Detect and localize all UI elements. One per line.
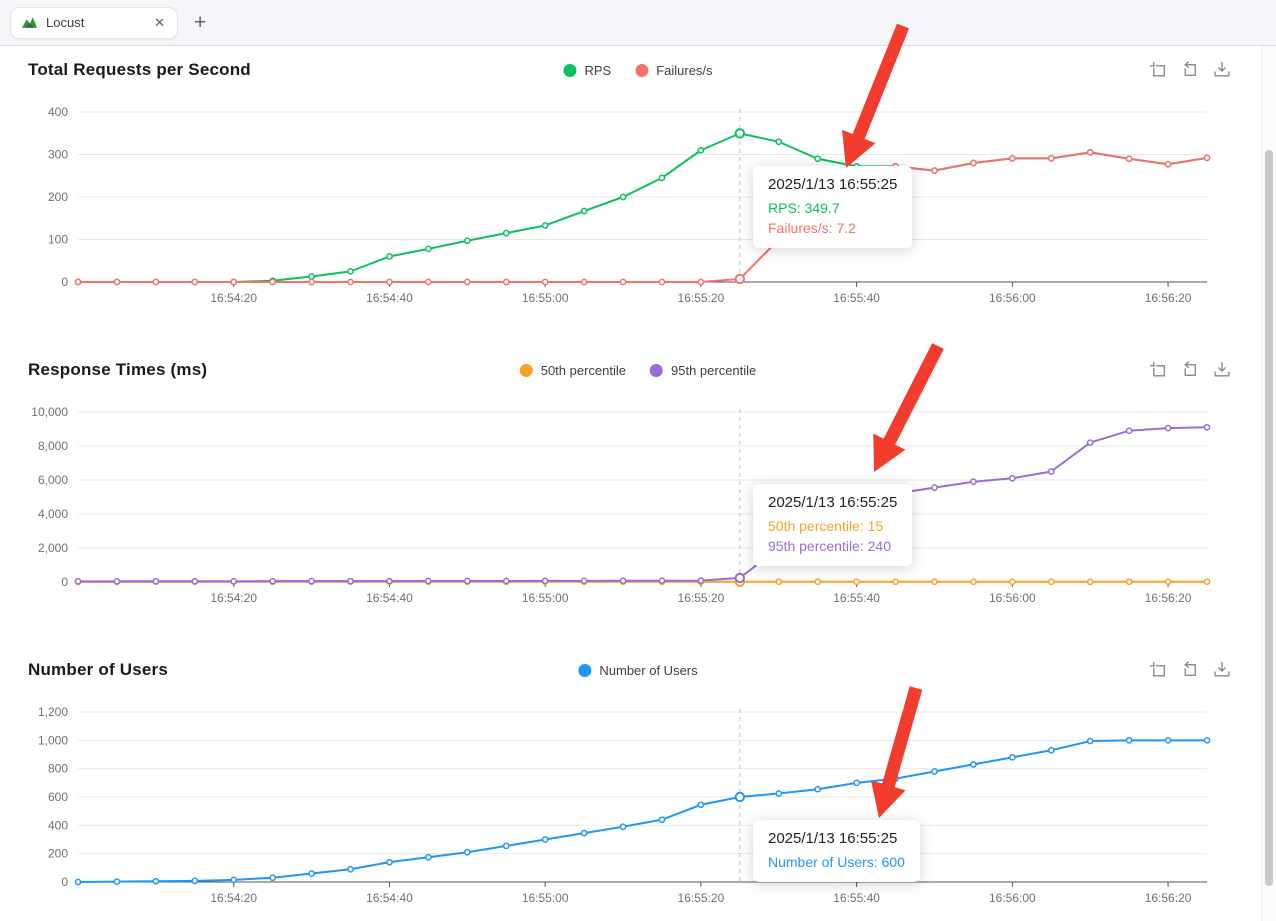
chart-tooltip: 2025/1/13 16:55:25 50th percentile: 15 9… — [753, 484, 913, 566]
tooltip-row: 50th percentile: 15 — [768, 518, 884, 534]
chart-legend: 50th percentile 95th percentile — [519, 363, 756, 378]
svg-text:800: 800 — [48, 762, 68, 776]
users-chart-canvas[interactable]: 0 200 400 600 800 1,000 1,200 16:54:20 16:54:40 1… — [0, 702, 1256, 914]
legend-item-users[interactable]: Number of Users — [578, 663, 698, 678]
restore-icon[interactable] — [1180, 361, 1200, 381]
box-zoom-select-icon[interactable] — [1148, 361, 1168, 381]
legend-item-failures[interactable]: Failures/s — [635, 63, 713, 78]
rps-chart-canvas[interactable]: 0 100 200 300 400 16:54:20 16:54:40 16:55:00 16:… — [0, 102, 1256, 314]
page-title-users: Number of Users — [28, 660, 168, 679]
tooltip-row: 95th percentile: 240 — [768, 538, 891, 554]
locust-logo-icon — [21, 17, 38, 28]
chart-toolbox — [1148, 361, 1232, 381]
users-chart-section: Number of Users Number of Users 0 200 400 6… — [0, 646, 1276, 921]
svg-text:1,000: 1,000 — [38, 733, 68, 747]
svg-text:16:55:00: 16:55:00 — [522, 291, 569, 305]
svg-text:16:55:20: 16:55:20 — [678, 291, 725, 305]
chart-legend: Number of Users — [578, 663, 698, 678]
tooltip-date: 2025/1/13 16:55:25 — [768, 494, 898, 511]
svg-text:16:54:40: 16:54:40 — [366, 591, 413, 605]
tooltip-date: 2025/1/13 16:55:25 — [768, 176, 898, 193]
restore-icon[interactable] — [1180, 61, 1200, 81]
svg-text:16:54:40: 16:54:40 — [366, 891, 413, 905]
save-image-icon[interactable] — [1212, 61, 1232, 81]
restore-icon[interactable] — [1180, 661, 1200, 681]
svg-text:16:56:20: 16:56:20 — [1145, 591, 1192, 605]
svg-text:16:55:00: 16:55:00 — [522, 891, 569, 905]
rps-chart-section: Total Requests per Second RPS Failures/s… — [0, 46, 1276, 346]
save-image-icon[interactable] — [1212, 361, 1232, 381]
tab-close-icon[interactable]: ✕ — [154, 14, 165, 30]
svg-text:400: 400 — [48, 105, 68, 119]
legend-dot-icon — [519, 364, 533, 377]
svg-text:600: 600 — [48, 790, 68, 804]
svg-text:200: 200 — [48, 847, 68, 861]
legend-dot-icon — [563, 64, 577, 77]
page-title-rps: Total Requests per Second — [28, 60, 251, 79]
legend-dot-icon — [635, 64, 649, 77]
save-image-icon[interactable] — [1212, 661, 1232, 681]
svg-text:16:56:00: 16:56:00 — [989, 291, 1036, 305]
svg-text:0: 0 — [61, 275, 68, 289]
chart-tooltip: 2025/1/13 16:55:25 Number of Users: 600 — [753, 820, 920, 882]
scrollbar-thumb[interactable] — [1265, 150, 1273, 886]
tooltip-date: 2025/1/13 16:55:25 — [768, 830, 898, 847]
legend-dot-icon — [578, 664, 592, 677]
svg-text:0: 0 — [61, 875, 68, 889]
svg-text:4,000: 4,000 — [38, 507, 68, 521]
legend-item-rps[interactable]: RPS — [563, 63, 611, 78]
svg-text:16:54:20: 16:54:20 — [210, 591, 257, 605]
svg-text:16:55:40: 16:55:40 — [833, 891, 880, 905]
box-zoom-select-icon[interactable] — [1148, 661, 1168, 681]
page-title-response-times: Response Times (ms) — [28, 360, 208, 379]
box-zoom-select-icon[interactable] — [1148, 61, 1168, 81]
browser-tab[interactable]: Locust ✕ — [10, 6, 178, 39]
svg-text:200: 200 — [48, 190, 68, 204]
legend-dot-icon — [650, 364, 663, 377]
svg-text:16:56:00: 16:56:00 — [989, 591, 1036, 605]
svg-text:300: 300 — [48, 148, 68, 162]
chart-legend: RPS Failures/s — [563, 63, 713, 78]
response-times-chart-section: Response Times (ms) 50th percentile 95th… — [0, 346, 1276, 646]
chart-tooltip: 2025/1/13 16:55:25 RPS: 349.7 Failures/s… — [753, 166, 913, 248]
svg-text:16:54:20: 16:54:20 — [210, 291, 257, 305]
svg-text:400: 400 — [48, 818, 68, 832]
legend-item-p95[interactable]: 95th percentile — [650, 363, 756, 378]
svg-text:16:56:00: 16:56:00 — [989, 891, 1036, 905]
svg-text:100: 100 — [48, 233, 68, 247]
new-tab-button[interactable]: + — [194, 11, 207, 34]
svg-text:0: 0 — [61, 575, 68, 589]
svg-text:10,000: 10,000 — [31, 405, 68, 419]
svg-text:1,200: 1,200 — [38, 705, 68, 719]
svg-text:6,000: 6,000 — [38, 473, 68, 487]
tooltip-row: RPS: 349.7 — [768, 200, 840, 216]
scrollbar-track[interactable] — [1261, 46, 1276, 921]
svg-text:16:56:20: 16:56:20 — [1145, 291, 1192, 305]
browser-tab-bar: Locust ✕ + — [0, 0, 1276, 46]
svg-text:16:55:20: 16:55:20 — [678, 891, 725, 905]
svg-text:8,000: 8,000 — [38, 439, 68, 453]
chart-toolbox — [1148, 61, 1232, 81]
svg-text:16:54:40: 16:54:40 — [366, 291, 413, 305]
svg-text:16:55:40: 16:55:40 — [833, 291, 880, 305]
svg-text:16:55:20: 16:55:20 — [678, 591, 725, 605]
tab-title: Locust — [46, 15, 85, 30]
svg-text:16:55:00: 16:55:00 — [522, 591, 569, 605]
chart-toolbox — [1148, 661, 1232, 681]
svg-text:16:55:40: 16:55:40 — [833, 591, 880, 605]
svg-text:2,000: 2,000 — [38, 541, 68, 555]
svg-text:16:54:20: 16:54:20 — [210, 891, 257, 905]
legend-item-p50[interactable]: 50th percentile — [519, 363, 626, 378]
svg-text:16:56:20: 16:56:20 — [1145, 891, 1192, 905]
response-times-chart-canvas[interactable]: 0 2,000 4,000 6,000 8,000 10,000 16:54:20 16:54… — [0, 402, 1256, 614]
tooltip-row: Failures/s: 7.2 — [768, 220, 856, 236]
tooltip-row: Number of Users: 600 — [768, 854, 905, 870]
